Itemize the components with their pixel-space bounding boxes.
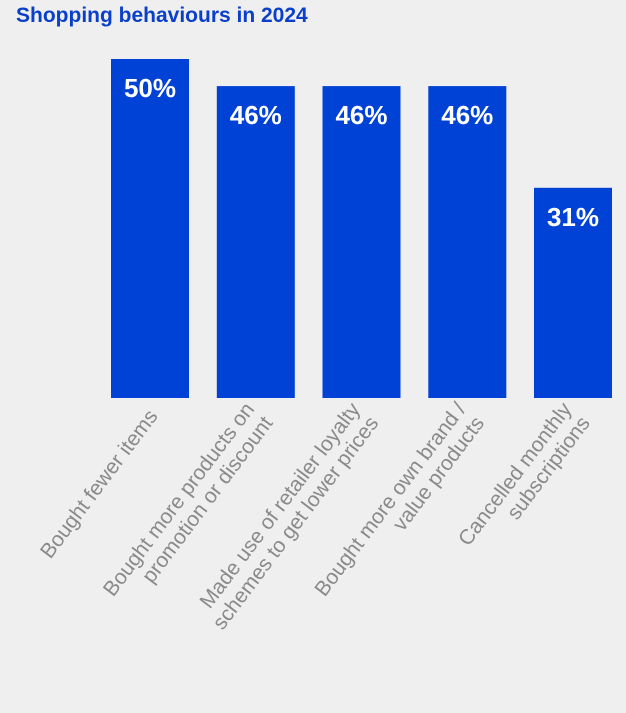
chart-title: Shopping behaviours in 2024 bbox=[16, 4, 308, 27]
bar-4 bbox=[428, 86, 507, 398]
bar-3 bbox=[322, 86, 401, 398]
value-labels-group: 50% 46% 46% 46% 31% bbox=[124, 73, 599, 232]
bar-1 bbox=[111, 59, 189, 398]
value-label-3: 46% bbox=[335, 100, 387, 130]
value-label-2: 46% bbox=[230, 100, 282, 130]
value-label-4: 46% bbox=[441, 100, 493, 130]
value-label-1: 50% bbox=[124, 73, 176, 103]
bar-2 bbox=[216, 86, 295, 398]
bar-5 bbox=[534, 187, 612, 398]
bars-group bbox=[111, 59, 612, 398]
value-label-5: 31% bbox=[547, 202, 599, 232]
